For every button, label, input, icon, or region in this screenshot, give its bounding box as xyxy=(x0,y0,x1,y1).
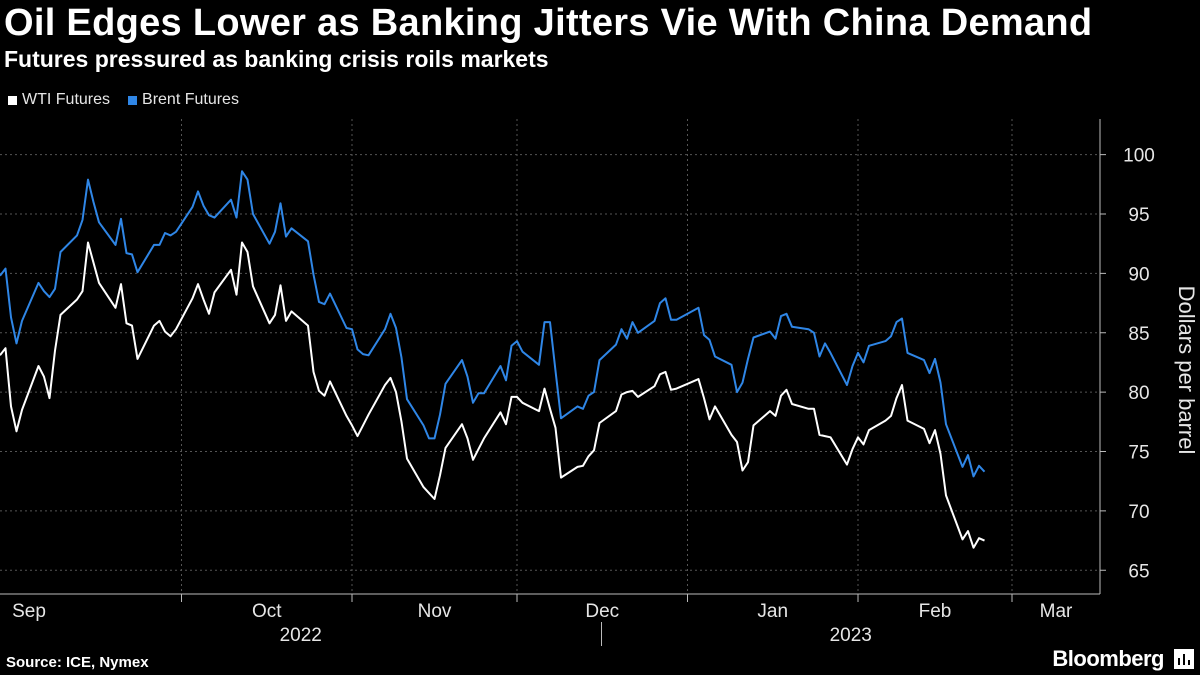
bloomberg-terminal-icon xyxy=(1174,649,1194,669)
legend-swatch-wti xyxy=(8,95,17,105)
y-tick-label: 85 xyxy=(1128,324,1149,345)
y-tick-label: 65 xyxy=(1128,561,1149,582)
x-tick-label: Jan xyxy=(757,601,788,622)
y-tick-label: 70 xyxy=(1128,502,1149,523)
chart-subtitle: Futures pressured as banking crisis roil… xyxy=(4,46,549,72)
legend-item-brent: Brent Futures xyxy=(128,91,239,109)
legend-label-brent: Brent Futures xyxy=(142,91,239,108)
legend-item-wti: WTI Futures xyxy=(8,91,110,109)
y-tick-label: 90 xyxy=(1128,264,1149,285)
x-tick-label: Oct xyxy=(252,601,282,622)
legend-swatch-brent xyxy=(128,95,138,105)
y-tick-label: 95 xyxy=(1128,205,1149,226)
series-line-brent xyxy=(0,170,986,478)
legend-label-wti: WTI Futures xyxy=(22,91,111,108)
x-tick-label: Nov xyxy=(418,601,452,622)
bloomberg-logo: Bloomberg xyxy=(1052,646,1164,671)
x-tick-label: Feb xyxy=(919,601,952,622)
year-label: 2023 xyxy=(830,625,872,646)
year-label: 2022 xyxy=(280,625,322,646)
x-tick-label: Dec xyxy=(585,601,619,622)
source-note: Source: ICE, Nymex xyxy=(6,654,149,671)
legend: WTI Futures Brent Futures xyxy=(8,91,257,109)
y-tick-label: 100 xyxy=(1123,146,1155,167)
x-tick-label: Mar xyxy=(1040,601,1073,622)
y-tick-label: 80 xyxy=(1128,383,1149,404)
series-line-wti xyxy=(0,241,985,549)
chart-title: Oil Edges Lower as Banking Jitters Vie W… xyxy=(4,2,1093,44)
y-axis-label: Dollars per barrel xyxy=(1174,285,1199,455)
y-tick-label: 75 xyxy=(1128,443,1149,464)
x-tick-label: Sep xyxy=(12,601,46,622)
